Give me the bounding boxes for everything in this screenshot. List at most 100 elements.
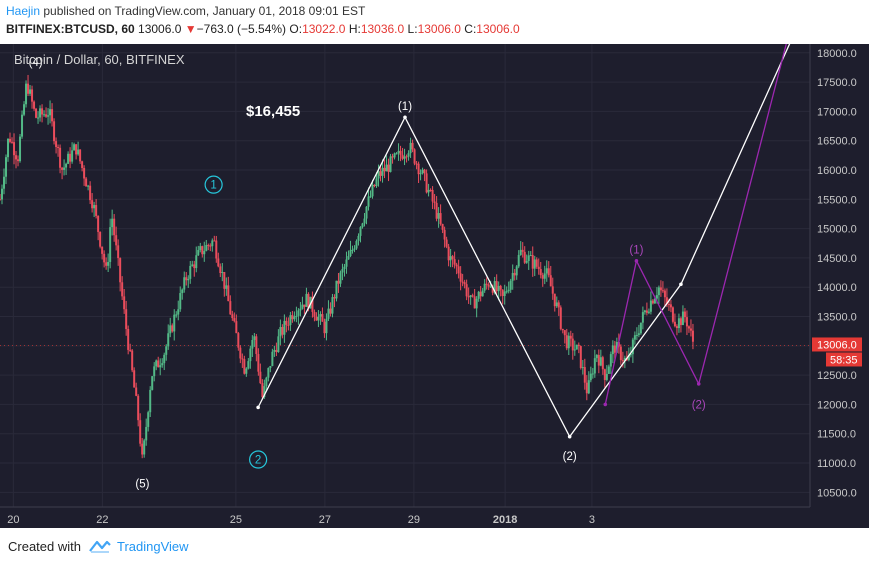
candle-body bbox=[149, 389, 152, 413]
candle-body bbox=[109, 227, 112, 262]
candle-body bbox=[369, 196, 372, 198]
candle-body bbox=[327, 308, 330, 319]
candle-body bbox=[167, 333, 170, 347]
candle-body bbox=[365, 206, 368, 219]
wave-label: (2) bbox=[692, 399, 706, 411]
chart-area[interactable]: (4) (5) 1 2 (1) (2) (1) (2) 10500.0 11000.0 11500… bbox=[0, 36, 869, 528]
candle-body bbox=[353, 248, 356, 250]
candle-body bbox=[561, 328, 564, 331]
high-label: H: bbox=[348, 22, 361, 36]
candle-body bbox=[401, 154, 404, 159]
candle-body bbox=[43, 114, 46, 116]
candle-body bbox=[193, 264, 196, 269]
candle-body bbox=[235, 321, 238, 334]
candle-body bbox=[285, 320, 288, 325]
wave-line bbox=[604, 37, 789, 405]
candle-body bbox=[323, 321, 326, 334]
candle-body bbox=[283, 320, 286, 335]
candle-body bbox=[681, 311, 684, 326]
candle-body bbox=[471, 295, 474, 297]
candle-body bbox=[31, 89, 34, 102]
candle-body bbox=[557, 302, 560, 308]
candle-body bbox=[427, 189, 430, 193]
candle-body bbox=[537, 266, 540, 270]
candle-body bbox=[367, 196, 370, 207]
price-tick-label: 12000.0 bbox=[817, 399, 857, 411]
candle-body bbox=[575, 344, 578, 350]
candle-body bbox=[443, 229, 446, 240]
publish-line: Haejin published on TradingView.com, Jan… bbox=[6, 4, 365, 18]
candle-body bbox=[33, 101, 36, 109]
wave-point bbox=[634, 259, 639, 263]
candle-body bbox=[201, 246, 204, 255]
candle-body bbox=[221, 272, 224, 274]
candle-body bbox=[637, 333, 640, 335]
price-tick-label: 11500.0 bbox=[817, 429, 856, 441]
candle-body bbox=[337, 280, 340, 284]
candle-body bbox=[47, 115, 50, 117]
candle-body bbox=[199, 246, 202, 251]
candle-body bbox=[509, 280, 512, 290]
candle-body bbox=[211, 240, 214, 247]
candle-body bbox=[355, 240, 358, 249]
candle-body bbox=[515, 266, 518, 276]
candle-body bbox=[35, 108, 38, 118]
price-chart[interactable]: (4) (5) 1 2 (1) (2) (1) (2) 10500.0 11000.0 11500… bbox=[0, 36, 869, 528]
candle-body bbox=[63, 167, 66, 170]
candle-body bbox=[417, 163, 420, 175]
candle-body bbox=[307, 293, 310, 309]
candle-body bbox=[251, 339, 254, 349]
candle-body bbox=[571, 338, 574, 351]
candle-body bbox=[655, 295, 658, 299]
candle-body bbox=[277, 336, 280, 353]
candle-body bbox=[1, 188, 4, 200]
candle-body bbox=[183, 277, 186, 290]
candle-body bbox=[287, 324, 290, 326]
candle-body bbox=[651, 300, 654, 304]
candle-body bbox=[133, 370, 136, 388]
candle-body bbox=[99, 231, 102, 247]
candle-body bbox=[289, 315, 292, 326]
candle-body bbox=[229, 301, 232, 315]
candle-body bbox=[39, 108, 42, 118]
candle-body bbox=[627, 354, 630, 361]
candle-body bbox=[657, 287, 660, 296]
candle-body bbox=[313, 311, 316, 317]
close-label: C: bbox=[464, 22, 477, 36]
candle-body bbox=[495, 281, 498, 292]
candle-body bbox=[633, 335, 636, 340]
candle-body bbox=[373, 184, 376, 187]
time-tick-label: 22 bbox=[96, 514, 108, 526]
candle-body bbox=[207, 245, 210, 247]
candle-body bbox=[435, 202, 438, 219]
candle-body bbox=[565, 335, 568, 349]
candle-body bbox=[11, 141, 14, 143]
low-value: 13006.0 bbox=[417, 22, 461, 36]
candle-body bbox=[589, 373, 592, 381]
candle-body bbox=[487, 284, 490, 287]
tradingview-link[interactable]: TradingView bbox=[117, 539, 189, 554]
candle-body bbox=[641, 312, 644, 323]
candle-body bbox=[503, 291, 506, 297]
candle-body bbox=[273, 349, 276, 352]
author-link[interactable]: Haejin bbox=[6, 4, 41, 18]
candle-body bbox=[591, 373, 594, 375]
time-tick-label: 3 bbox=[589, 514, 595, 526]
candle-body bbox=[573, 349, 576, 351]
candle-body bbox=[563, 330, 566, 336]
candle-body bbox=[233, 318, 236, 322]
candle-body bbox=[463, 282, 466, 285]
candle-body bbox=[449, 256, 452, 261]
candle-body bbox=[593, 358, 596, 374]
candle-body bbox=[679, 318, 682, 326]
candle-body bbox=[187, 278, 190, 281]
candle-body bbox=[331, 297, 334, 314]
candle-body bbox=[339, 272, 342, 284]
candle-body bbox=[87, 185, 90, 187]
price-tick-label: 10500.0 bbox=[817, 487, 857, 499]
candle-body bbox=[391, 156, 394, 158]
tradingview-logo-icon[interactable] bbox=[88, 538, 112, 559]
candle-body bbox=[65, 163, 68, 168]
candle-body bbox=[41, 108, 44, 115]
candle-body bbox=[299, 308, 302, 311]
